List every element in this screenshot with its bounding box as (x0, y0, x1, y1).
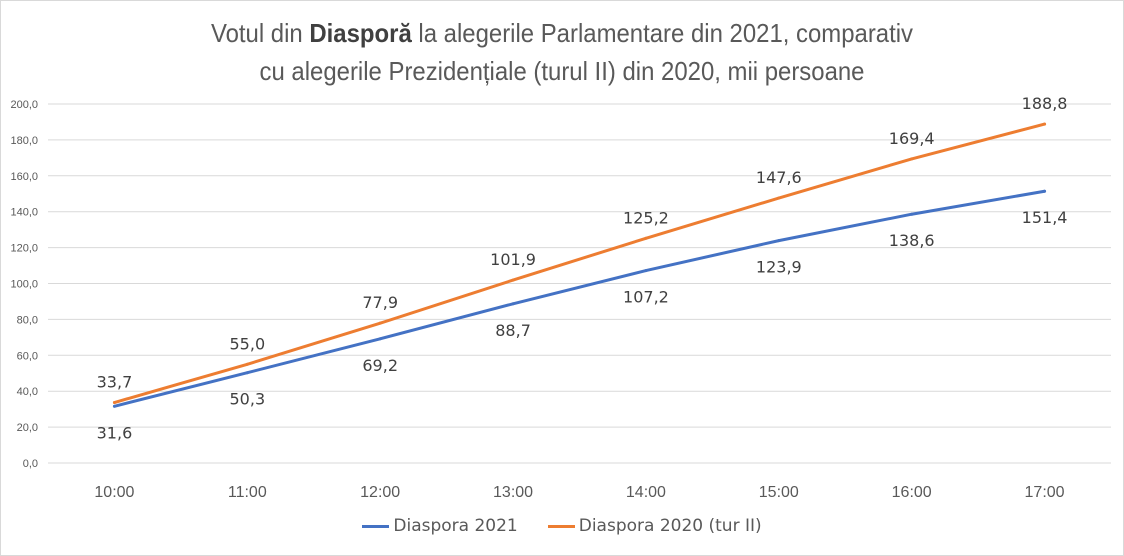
data-point (511, 302, 515, 306)
x-tick-label: 12:00 (360, 484, 400, 501)
series-line-diaspora-2021 (112, 189, 1047, 408)
data-label: 31,6 (97, 423, 133, 442)
data-point (511, 278, 515, 282)
data-label: 107,2 (623, 288, 669, 307)
data-label: 151,4 (1022, 208, 1068, 227)
x-tick-label: 17:00 (1025, 484, 1065, 501)
x-tick-label: 10:00 (94, 484, 134, 501)
data-point (777, 239, 781, 243)
data-point (112, 404, 116, 408)
data-label: 101,9 (490, 250, 536, 269)
data-point (378, 321, 382, 325)
data-label: 169,4 (889, 129, 935, 148)
x-tick-label: 14:00 (626, 484, 666, 501)
y-tick-label: 100,0 (10, 279, 38, 291)
legend-label-diaspora-2020: Diaspora 2020 (tur II) (578, 516, 762, 536)
data-label: 77,9 (362, 293, 398, 312)
y-tick-label: 120,0 (10, 243, 38, 255)
data-point (245, 362, 249, 366)
legend-swatch-diaspora-2020 (547, 524, 575, 528)
chart-title: Votul din Diasporă la alegerile Parlamen… (45, 14, 1079, 90)
y-tick-label: 160,0 (10, 171, 38, 183)
data-point (1043, 189, 1047, 193)
y-tick-label: 20,0 (17, 422, 38, 434)
data-point (777, 196, 781, 200)
y-tick-label: 200,0 (10, 99, 38, 111)
data-label: 88,7 (495, 321, 531, 340)
legend-item-diaspora-2021[interactable]: Diaspora 2021 (362, 516, 518, 536)
x-tick-label: 13:00 (493, 484, 533, 501)
legend-item-diaspora-2020[interactable]: Diaspora 2020 (tur II) (547, 516, 762, 536)
data-label: 147,6 (756, 168, 802, 187)
y-tick-label: 140,0 (10, 207, 38, 219)
data-label: 69,2 (362, 356, 398, 375)
title-part-3: la alegerile Parlamentare din 2021, comp… (411, 18, 914, 48)
y-tick-label: 180,0 (10, 135, 38, 147)
data-label: 55,0 (230, 334, 266, 353)
data-label: 188,8 (1022, 94, 1068, 113)
series-line-diaspora-2020 (112, 122, 1047, 405)
legend: Diaspora 2021 Diaspora 2020 (tur II) (0, 516, 1124, 536)
y-tick-label: 40,0 (17, 386, 38, 398)
legend-label-diaspora-2021: Diaspora 2021 (393, 516, 518, 536)
y-tick-label: 80,0 (17, 314, 38, 326)
y-tick-label: 0,0 (23, 458, 38, 470)
x-tick-label: 16:00 (892, 484, 932, 501)
title-line-2: cu alegerile Prezidențiale (turul II) di… (259, 56, 865, 86)
data-label: 123,9 (756, 258, 802, 277)
data-point (378, 337, 382, 341)
data-point (910, 212, 914, 216)
data-label: 33,7 (97, 373, 133, 392)
x-tick-label: 11:00 (228, 484, 267, 501)
data-label: 50,3 (230, 390, 266, 409)
title-part-1: Votul din (210, 18, 310, 48)
legend-swatch-diaspora-2021 (362, 524, 390, 528)
data-point (1043, 122, 1047, 126)
y-tick-label: 60,0 (17, 350, 38, 362)
data-point (644, 269, 648, 273)
data-point (910, 157, 914, 161)
data-label: 125,2 (623, 208, 669, 227)
data-point (644, 236, 648, 240)
data-label: 138,6 (889, 231, 935, 250)
x-tick-label: 15:00 (759, 484, 799, 501)
title-bold-diaspora: Diasporă (309, 18, 412, 48)
data-point (112, 401, 116, 405)
data-point (245, 371, 249, 375)
